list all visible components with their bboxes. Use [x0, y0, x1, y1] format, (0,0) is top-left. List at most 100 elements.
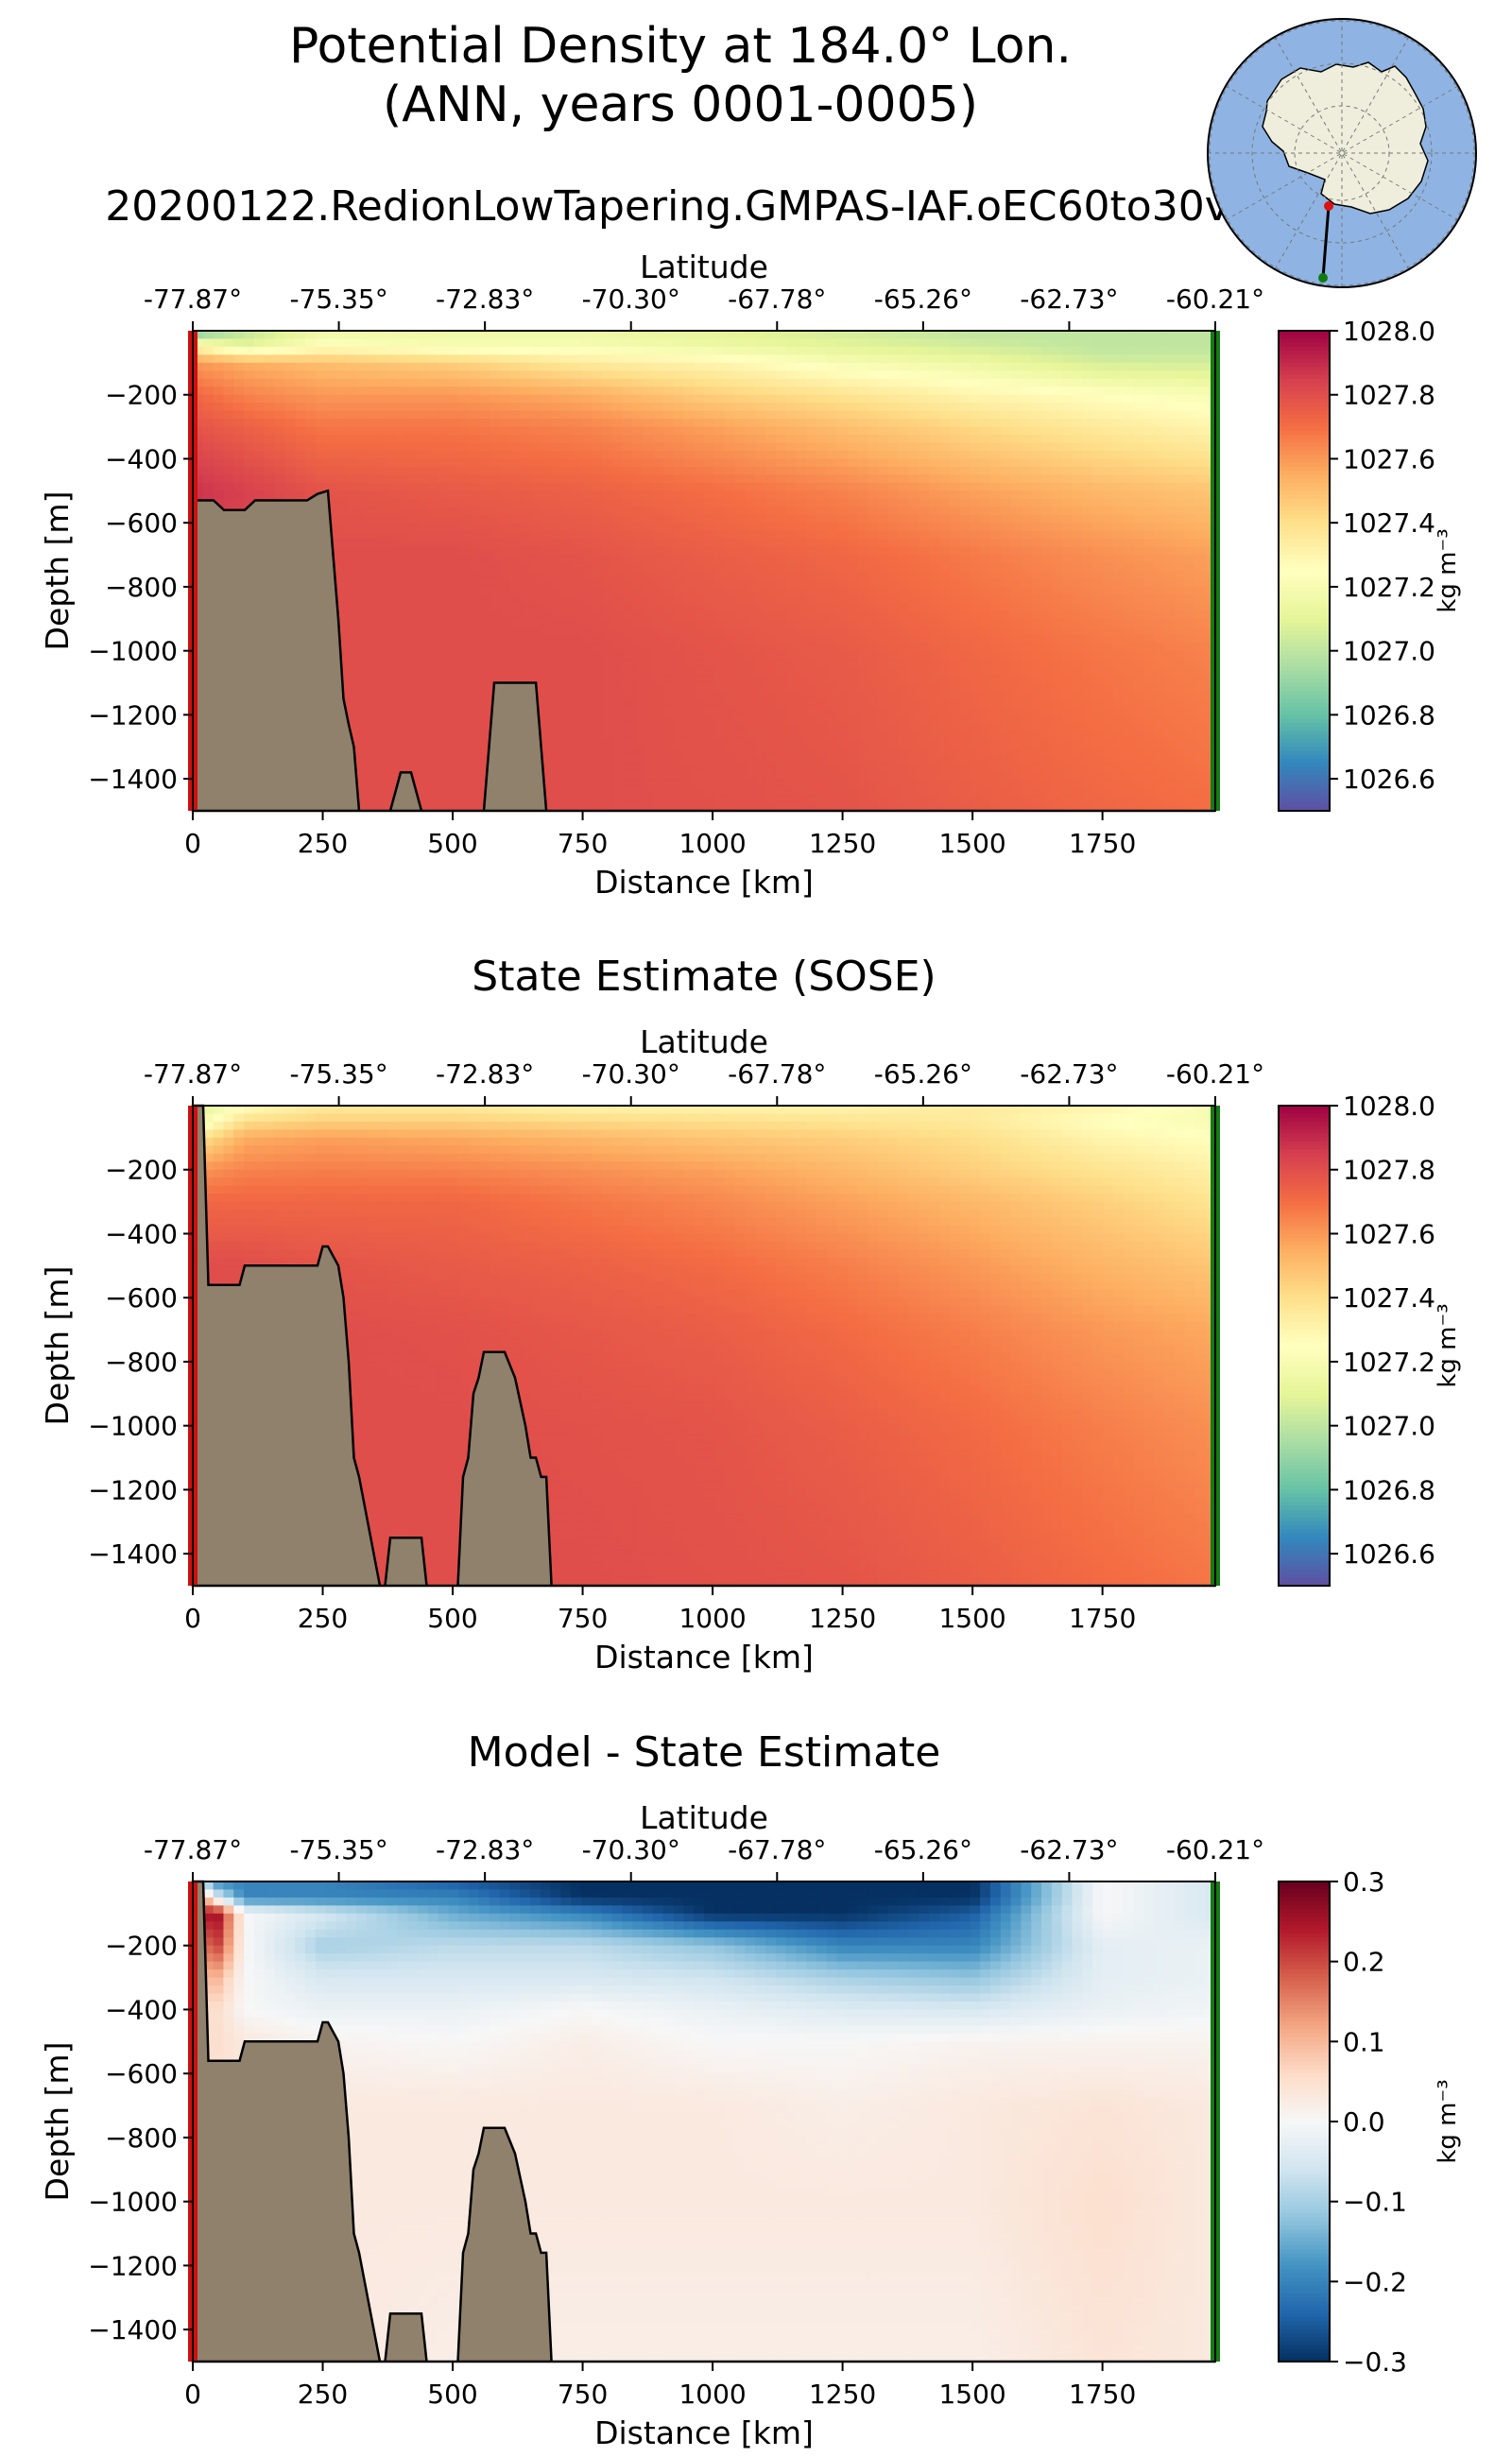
heatmap-cell — [643, 586, 654, 595]
heatmap-cell — [1194, 675, 1206, 684]
heatmap-cell — [745, 498, 756, 507]
heatmap-cell — [898, 602, 909, 611]
heatmap-cell — [284, 442, 296, 452]
heatmap-cell — [643, 466, 654, 475]
heatmap-cell — [959, 466, 971, 475]
heatmap-cell — [407, 618, 419, 627]
heatmap-cell — [418, 602, 429, 611]
heatmap-cell — [448, 507, 459, 516]
heatmap-cell — [1031, 546, 1042, 556]
heatmap-cell — [376, 498, 388, 507]
heatmap-cell — [295, 442, 306, 452]
heatmap-cell — [1041, 539, 1053, 548]
heatmap-cell — [898, 410, 909, 420]
heatmap-cell — [938, 698, 951, 708]
heatmap-cell — [478, 706, 490, 715]
heatmap-cell — [1072, 578, 1083, 588]
heatmap-cell — [775, 523, 787, 532]
heatmap-cell — [244, 474, 255, 484]
heatmap-cell — [887, 555, 900, 564]
heatmap-cell — [387, 586, 398, 595]
heatmap-cell — [530, 466, 541, 475]
heatmap-cell — [469, 354, 480, 364]
heatmap-cell — [929, 586, 940, 595]
heatmap-cell — [387, 354, 398, 364]
heatmap-cell — [509, 370, 521, 380]
heatmap-cell — [1010, 530, 1022, 540]
heatmap-cell — [1051, 451, 1063, 460]
heatmap-cell — [1123, 346, 1135, 355]
heatmap-cell — [264, 458, 276, 468]
heatmap-cell — [601, 435, 613, 444]
heatmap-cell — [438, 387, 450, 396]
heatmap-cell — [868, 682, 879, 692]
heatmap-cell — [356, 410, 368, 420]
heatmap-cell — [734, 634, 746, 644]
heatmap-cell — [427, 338, 439, 348]
heatmap-cell — [959, 666, 971, 676]
heatmap-cell — [713, 514, 726, 524]
heatmap-cell — [1051, 403, 1063, 412]
heatmap-cell — [816, 346, 828, 355]
heatmap-cell — [1010, 571, 1022, 580]
heatmap-cell — [611, 627, 624, 636]
heatmap-cell — [509, 530, 521, 540]
heatmap-cell — [1205, 562, 1216, 572]
heatmap-cell — [1072, 338, 1083, 348]
heatmap-cell — [284, 466, 296, 475]
heatmap-cell — [1163, 634, 1176, 644]
heatmap-cell — [652, 474, 664, 484]
heatmap-cell — [1072, 419, 1083, 428]
heatmap-cell — [1143, 498, 1155, 507]
heatmap-cell — [959, 354, 971, 364]
heatmap-cell — [1143, 403, 1155, 412]
heatmap-cell — [601, 458, 613, 468]
heatmap-cell — [755, 675, 766, 684]
heatmap-cell — [970, 435, 981, 444]
heatmap-cell — [520, 466, 531, 475]
heatmap-cell — [540, 346, 552, 355]
heatmap-cell — [643, 523, 654, 532]
heatmap-cell — [1123, 458, 1135, 468]
heatmap-cell — [929, 394, 940, 404]
heatmap-cell — [745, 650, 756, 660]
heatmap-cell — [826, 675, 838, 684]
heatmap-cell — [887, 659, 900, 668]
heatmap-cell — [591, 435, 603, 444]
heatmap-cell — [989, 474, 1002, 484]
heatmap-cell — [919, 362, 930, 371]
heatmap-cell — [244, 490, 255, 500]
heatmap-cell — [1184, 466, 1195, 475]
heatmap-cell — [1163, 594, 1176, 604]
heatmap-cell — [520, 586, 531, 595]
heatmap-cell — [857, 602, 868, 611]
heatmap-cell — [713, 435, 726, 444]
heatmap-cell — [673, 362, 684, 371]
heatmap-cell — [1092, 442, 1104, 452]
heatmap-cell — [632, 426, 644, 436]
heatmap-cell — [868, 659, 879, 668]
heatmap-cell — [427, 410, 439, 420]
heatmap-cell — [908, 419, 919, 428]
heatmap-cell — [929, 419, 940, 428]
heatmap-cell — [1051, 691, 1063, 700]
heatmap-cell — [1184, 507, 1195, 516]
heatmap-cell — [202, 451, 215, 460]
heatmap-cell — [694, 387, 705, 396]
heatmap-cell — [356, 435, 368, 444]
heatmap-cell — [1112, 458, 1125, 468]
heatmap-cell — [694, 346, 705, 355]
heatmap-cell — [540, 490, 552, 500]
heatmap-cell — [356, 331, 368, 340]
heatmap-cell — [713, 602, 726, 611]
heatmap-cell — [376, 354, 388, 364]
heatmap-cell — [816, 362, 828, 371]
heatmap-cell — [785, 539, 797, 548]
heatmap-cell — [980, 643, 991, 652]
heatmap-cell — [806, 387, 817, 396]
heatmap-cell — [1194, 539, 1206, 548]
heatmap-cell — [785, 594, 797, 604]
heatmap-cell — [929, 618, 940, 627]
heatmap-cell — [662, 610, 675, 620]
heatmap-cell — [366, 354, 378, 364]
